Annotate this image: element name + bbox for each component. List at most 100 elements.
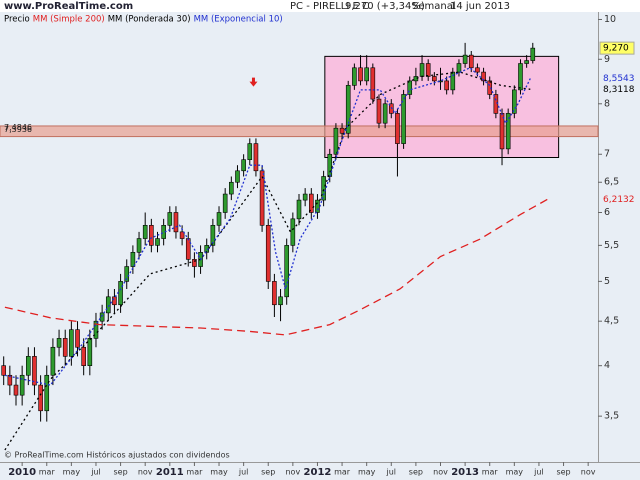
candle-body <box>327 153 333 177</box>
candle-body <box>401 94 406 144</box>
candle-body <box>179 231 185 239</box>
candle-body <box>407 80 413 95</box>
candle-body <box>345 85 351 134</box>
candle-body <box>382 103 388 124</box>
candle-body <box>32 356 37 386</box>
candle-body <box>87 338 93 366</box>
x-tick-label: nov <box>433 468 448 477</box>
candle-body <box>62 338 68 357</box>
y-tick-label: 6 <box>604 207 610 218</box>
x-tick-label: mar <box>482 468 499 477</box>
x-tick-label: may <box>210 468 228 477</box>
candle-body <box>136 238 142 253</box>
candle-body <box>56 338 62 348</box>
candle-body <box>315 199 320 213</box>
candle-body <box>155 238 160 246</box>
candle-body <box>235 170 240 183</box>
candle-body <box>118 281 123 306</box>
y-tick-label: 8 <box>604 98 610 109</box>
candle-body <box>272 281 277 306</box>
candle-body <box>321 176 326 201</box>
candle-body <box>241 159 246 172</box>
candle-body <box>395 113 400 144</box>
header-period: Semanal <box>412 1 456 12</box>
x-tick-label: jul <box>386 468 397 477</box>
candle-body <box>38 384 43 412</box>
candle-body <box>425 63 431 77</box>
candle-body <box>487 80 493 95</box>
legend-entry: MM (Exponencial 10) <box>194 15 283 25</box>
y-tick-label: 5,5 <box>604 240 619 251</box>
candle-body <box>475 67 480 73</box>
candle-body <box>7 374 13 386</box>
y-tick-label: 6,5 <box>604 177 619 188</box>
candle-body <box>530 47 536 61</box>
candle-body <box>419 63 425 77</box>
candle-body <box>173 212 179 233</box>
x-tick-label: jul <box>90 468 101 477</box>
candle-body <box>81 346 86 366</box>
header-change: 9,270 (+3,34%) <box>345 1 425 12</box>
candle-body <box>19 374 25 396</box>
x-tick-label: sep <box>261 468 275 477</box>
header-date: 14 jun 2013 <box>450 1 510 12</box>
candle-body <box>512 89 517 114</box>
candle-body <box>364 67 369 82</box>
x-tick-label: sep <box>556 468 570 477</box>
brand: www.ProRealTime.com <box>4 1 133 12</box>
candle-body <box>142 225 148 239</box>
candle-body <box>130 252 136 267</box>
band-label: 7,3936 <box>4 125 32 134</box>
legend-entry: MM (Simple 200) <box>33 15 105 25</box>
candle-body <box>99 312 105 322</box>
x-tick-label: 2013 <box>451 467 479 478</box>
footer: © ProRealTime.com Históricos ajustados c… <box>4 450 230 460</box>
candle-body <box>278 296 283 306</box>
candle-body <box>259 170 265 226</box>
candle-body <box>192 259 197 267</box>
value-label: 8,5543 <box>603 74 635 84</box>
candle-body <box>339 127 345 134</box>
x-tick-label: 2011 <box>156 467 184 478</box>
y-tick-label: 4 <box>604 360 610 371</box>
candle-body <box>432 76 437 82</box>
y-tick-label: 3,5 <box>604 411 619 422</box>
value-label-box <box>600 72 634 85</box>
candle-body <box>309 193 314 213</box>
x-tick-label: may <box>358 468 376 477</box>
x-tick-label: jul <box>533 468 544 477</box>
x-tick-label: 2012 <box>304 467 332 478</box>
candle-body <box>222 193 228 213</box>
candle-body <box>216 212 222 226</box>
x-tick-label: mar <box>186 468 203 477</box>
candle-body <box>247 143 253 160</box>
candle-body <box>376 98 382 124</box>
candle-body <box>26 356 31 376</box>
candle-body <box>290 218 296 246</box>
candle-body <box>450 71 456 91</box>
candle-body <box>302 193 308 201</box>
candle-body <box>1 365 6 376</box>
moving-average <box>4 198 548 336</box>
candle-body <box>265 225 271 282</box>
header-bar <box>0 0 640 12</box>
y-tick-label: 10 <box>604 14 616 25</box>
candle-body <box>75 329 80 348</box>
candle-body <box>358 67 363 82</box>
legend-entry: MM (Ponderada 30) <box>108 15 191 25</box>
y-tick-label: 4,5 <box>604 316 619 327</box>
value-label-box <box>599 41 635 55</box>
x-tick-label: 2010 <box>8 467 36 478</box>
candle-body <box>210 225 216 246</box>
x-tick-label: sep <box>409 468 423 477</box>
x-tick-label: sep <box>113 468 127 477</box>
candle-body <box>462 54 468 64</box>
candle-body <box>124 266 130 282</box>
x-tick-label: may <box>63 468 81 477</box>
x-tick-label: nov <box>138 468 153 477</box>
candle-body <box>505 113 511 150</box>
candle-body <box>370 67 376 100</box>
value-label: 6,2132 <box>603 195 635 205</box>
candle-body <box>524 60 529 64</box>
